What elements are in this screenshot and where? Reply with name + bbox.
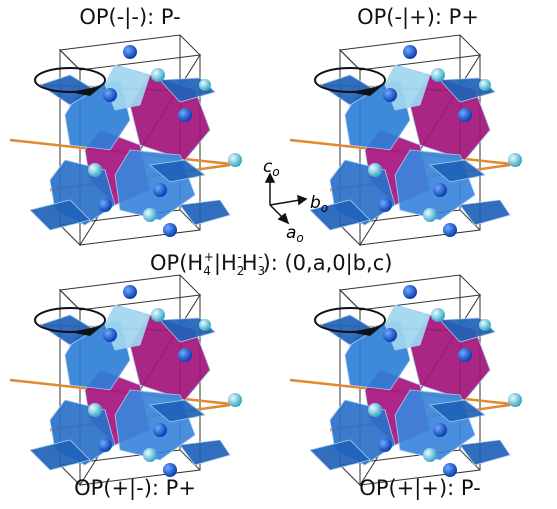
sub: 4 — [203, 264, 211, 278]
figure: OP(-|-): P- OP(-|+): P+ OP(+|-): P+ OP(+… — [0, 0, 557, 505]
text: ): (0,a,0|b,c) — [263, 251, 393, 276]
axis-sub: o — [296, 231, 303, 245]
axis-sub: o — [272, 165, 279, 179]
crystal-structure — [290, 275, 522, 485]
text: H — [242, 251, 258, 275]
axis-sub: o — [321, 201, 328, 215]
panel-label: OP(-|-): P- — [79, 5, 180, 30]
sup: + — [204, 250, 214, 264]
crystal-structure — [10, 35, 242, 245]
panel-label: OP(+|-): P+ — [74, 476, 196, 501]
axis-label: co — [263, 157, 280, 179]
axis-label: bo — [310, 193, 328, 215]
axis-letter: a — [286, 223, 296, 243]
crystal-structure — [10, 275, 242, 485]
axis-label: ao — [286, 223, 304, 245]
text: OP(H — [150, 251, 203, 275]
axes-indicator — [266, 174, 306, 223]
panel-label: OP(-|+): P+ — [357, 5, 479, 30]
center-label: OP(H4+|H2-H3-): (0,a,0|b,c) — [150, 250, 392, 278]
panel-label: OP(+|+): P- — [359, 476, 480, 501]
axis-letter: b — [310, 193, 321, 213]
text: |H — [214, 251, 237, 276]
